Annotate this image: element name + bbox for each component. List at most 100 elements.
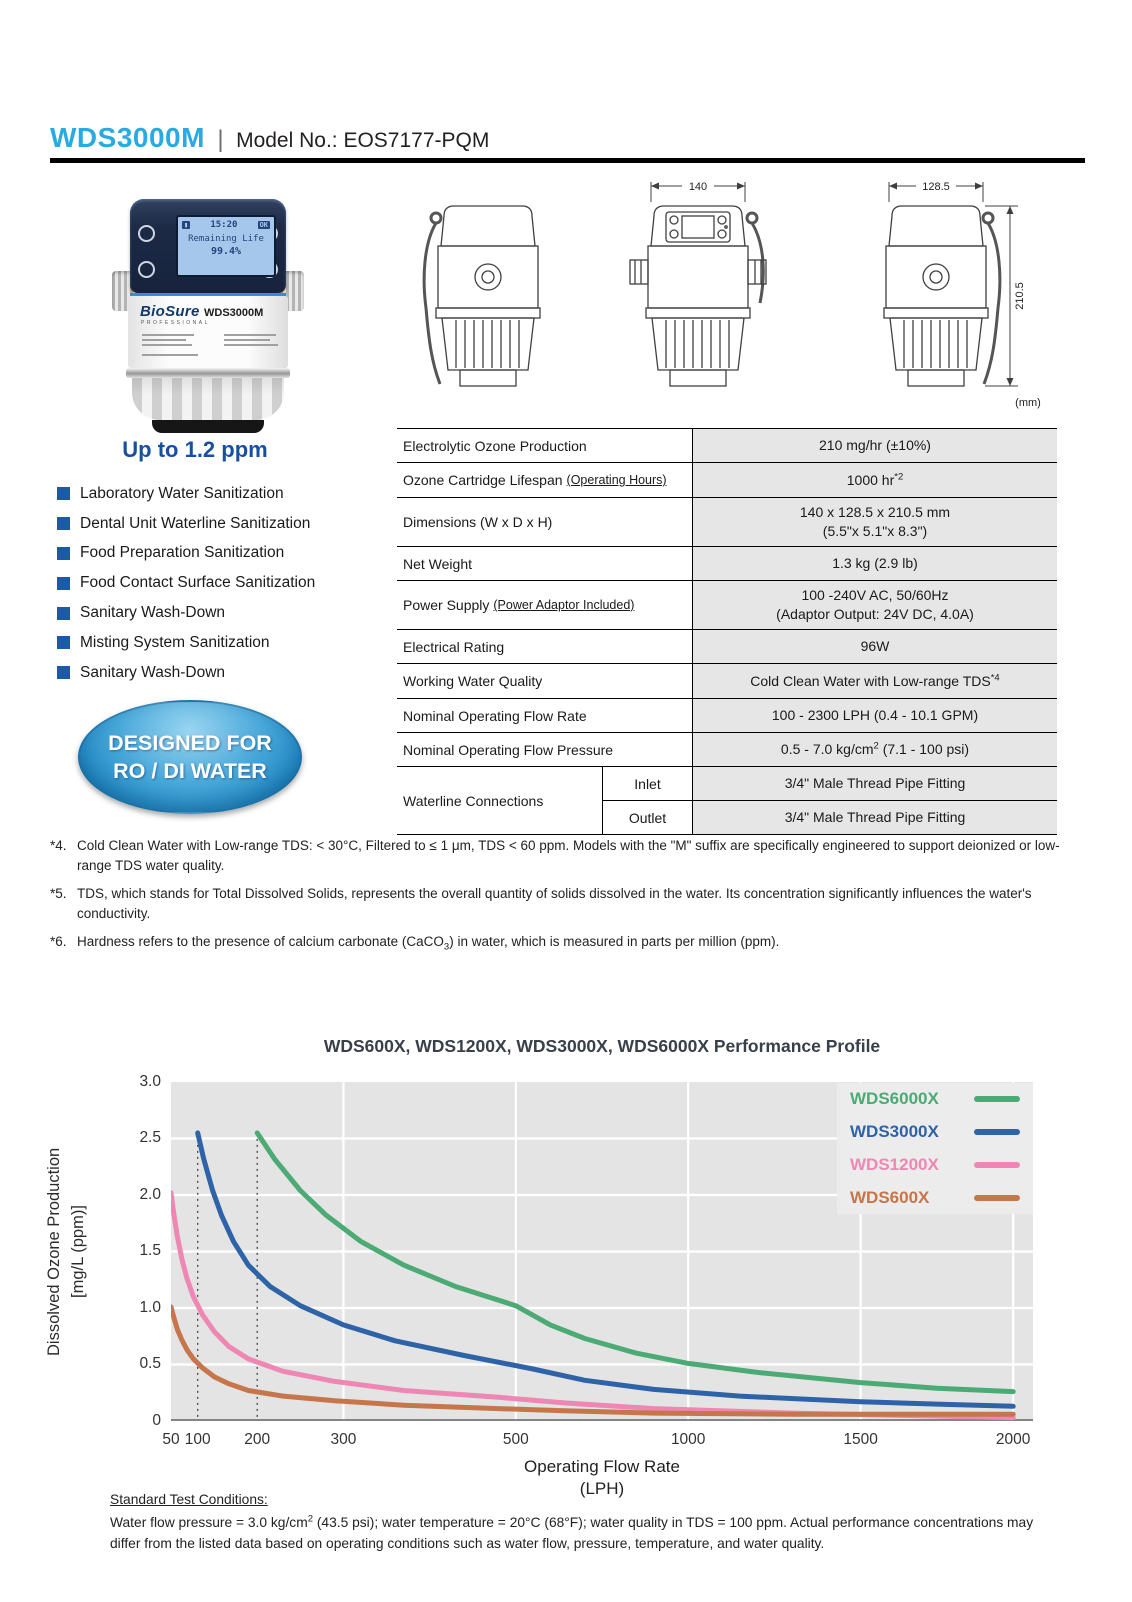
- label-fine-print: [224, 344, 278, 346]
- product-name: WDS3000M: [50, 122, 205, 153]
- application-label: Dental Unit Waterline Sanitization: [80, 514, 311, 532]
- spec-value: 210 mg/hr (±10%): [819, 437, 931, 454]
- black-base: [152, 420, 264, 433]
- bullet-square-icon: [57, 636, 70, 650]
- dim-width-label: 140: [689, 181, 707, 193]
- spec-label: Net Weight: [403, 555, 472, 572]
- label-fine-print: [142, 339, 186, 341]
- series-line-wds6000x: [254, 1130, 1016, 1395]
- application-label: Food Contact Surface Sanitization: [80, 574, 316, 592]
- list-item: Food Preparation Sanitization: [57, 539, 387, 569]
- model-number: Model No.: EOS7177-PQM: [236, 129, 490, 152]
- dim-unit-label: (mm): [1015, 397, 1041, 409]
- y-tick-label: 0.5: [139, 1355, 161, 1372]
- table-row: Electrolytic Ozone Production 210 mg/hr …: [397, 429, 1057, 462]
- header-separator: |: [217, 126, 224, 153]
- panel-accent-stripe: [130, 293, 286, 296]
- legend-label: WDS1200X: [850, 1154, 939, 1174]
- table-row: Power Supply (Power Adaptor Included) 100…: [397, 580, 1057, 629]
- designed-for-badge: DESIGNED FOR RO / DI WATER: [78, 700, 302, 814]
- lcd-status-icon: ▮: [182, 221, 191, 229]
- x-tick-label: 1000: [670, 1431, 706, 1448]
- test-conditions-body: Water flow pressure = 3.0 kg/cm2 (43.5 p…: [110, 1513, 1034, 1551]
- performance-chart: WDS600X, WDS1200X, WDS3000X, WDS6000X Pe…: [0, 1028, 1132, 1602]
- spec-label: Nominal Operating Flow Pressure: [403, 741, 614, 758]
- y-axis-title-line2: [mg/L (ppm)]: [69, 1205, 87, 1298]
- footnote-marker: *6.: [50, 934, 67, 950]
- bullet-square-icon: [57, 487, 70, 501]
- port-name: Outlet: [602, 801, 692, 834]
- legend-label: WDS3000X: [850, 1122, 939, 1142]
- spec-label: Dimensions (W x D x H): [403, 514, 553, 530]
- table-row: Nominal Operating Flow Pressure 0.5 - 7.…: [397, 732, 1057, 766]
- list-item: Sanitary Wash-Down: [57, 658, 387, 688]
- x-tick-label: 50: [162, 1431, 180, 1448]
- lcd-display: ▮ 15:20 OK Remaining Life 99.4%: [176, 215, 276, 277]
- lcd-top-row: ▮ 15:20 OK: [178, 217, 274, 230]
- control-panel: ▮ 15:20 OK Remaining Life 99.4%: [130, 199, 286, 293]
- lcd-line2: 99.4%: [210, 246, 242, 257]
- y-axis-title-line1: Dissolved Ozone Production: [45, 1147, 64, 1356]
- table-row: Working Water Quality Cold Clean Water w…: [397, 663, 1057, 698]
- legend-entry: WDS6000X: [837, 1083, 1033, 1116]
- x-tick-label: 500: [502, 1431, 529, 1448]
- spec-label: Working Water Quality: [403, 673, 543, 689]
- spec-value: 1000 hr*2: [846, 470, 904, 488]
- test-conditions-heading: Standard Test Conditions:: [110, 1492, 268, 1507]
- spec-value: 3/4" Male Thread Pipe Fitting: [692, 767, 1057, 800]
- x-tick-label: 100: [184, 1431, 211, 1448]
- spec-label: Electrolytic Ozone Production: [403, 437, 587, 454]
- y-tick-label: 2.5: [139, 1129, 161, 1146]
- drawing-side-view-right: 128.5: [883, 181, 1002, 387]
- lcd-ok-badge: OK: [257, 221, 270, 229]
- table-row: Electrical Rating 96W: [397, 629, 1057, 663]
- brand-sub: PROFESSIONAL: [141, 320, 210, 326]
- label-fine-print: [142, 344, 192, 346]
- x-tick-label: 1500: [843, 1431, 878, 1448]
- footnotes: *4. Cold Clean Water with Low-range TDS:…: [50, 836, 1090, 961]
- badge-line1: DESIGNED FOR: [108, 731, 272, 755]
- label-fine-print: [224, 334, 276, 336]
- label-fine-print: [142, 334, 194, 336]
- applications-list: Laboratory Water Sanitization Dental Uni…: [57, 479, 387, 688]
- legend-swatch-icon: [974, 1161, 1020, 1168]
- y-tick-label: 2.0: [139, 1185, 161, 1203]
- bullet-square-icon: [57, 546, 70, 560]
- label-fine-print: [224, 339, 270, 341]
- footnote: *6. Hardness refers to the presence of c…: [50, 932, 1090, 952]
- spec-label: Nominal Operating Flow Rate: [403, 707, 587, 724]
- bullet-square-icon: [57, 606, 70, 620]
- legend-label: WDS6000X: [850, 1089, 939, 1109]
- footnote-text: Hardness refers to the presence of calci…: [77, 934, 780, 953]
- highlight-ppm: Up to 1.2 ppm: [122, 437, 268, 462]
- fluted-housing: [132, 378, 284, 420]
- application-label: Laboratory Water Sanitization: [80, 484, 284, 502]
- list-item: Laboratory Water Sanitization: [57, 479, 387, 509]
- device-body: BioSure PROFESSIONAL WDS3000M: [128, 296, 288, 368]
- x-axis-title: Operating Flow Rate: [524, 1457, 680, 1476]
- application-label: Food Preparation Sanitization: [80, 544, 285, 562]
- port-name: Inlet: [602, 767, 692, 800]
- chart-title: WDS600X, WDS1200X, WDS3000X, WDS6000X Pe…: [323, 1036, 881, 1056]
- waterline-subrow: Inlet 3/4" Male Thread Pipe Fitting: [602, 767, 1057, 800]
- spec-value: 140 x 128.5 x 210.5 mm: [799, 504, 951, 521]
- table-row: Net Weight 1.3 kg (2.9 lb): [397, 546, 1057, 580]
- table-row: Ozone Cartridge Lifespan (Operating Hours…: [397, 462, 1057, 497]
- clamp-ring: [126, 368, 290, 378]
- spec-label-note: (Power Adaptor Included): [493, 598, 635, 612]
- series-line-wds600x: [168, 1304, 1016, 1417]
- spec-value: 3/4" Male Thread Pipe Fitting: [692, 801, 1057, 834]
- dim-height-label: 210.5: [1014, 282, 1026, 310]
- waterline-subrow: Outlet 3/4" Male Thread Pipe Fitting: [602, 800, 1057, 834]
- spec-value-line2: (5.5"x 5.1"x 8.3"): [822, 523, 928, 539]
- x-axis-title-unit: (LPH): [579, 1479, 625, 1498]
- y-tick-label: 1.0: [139, 1298, 161, 1316]
- footnote: *4. Cold Clean Water with Low-range TDS:…: [50, 836, 1090, 875]
- application-label: Sanitary Wash-Down: [80, 663, 226, 681]
- drawing-front-view: 140: [629, 181, 767, 387]
- header-rule: [50, 158, 1085, 163]
- list-item: Misting System Sanitization: [57, 628, 387, 658]
- list-item: Food Contact Surface Sanitization: [57, 568, 387, 598]
- page-header: WDS3000M | Model No.: EOS7177-PQM: [50, 122, 1085, 154]
- spec-label-note: (Operating Hours): [566, 473, 667, 487]
